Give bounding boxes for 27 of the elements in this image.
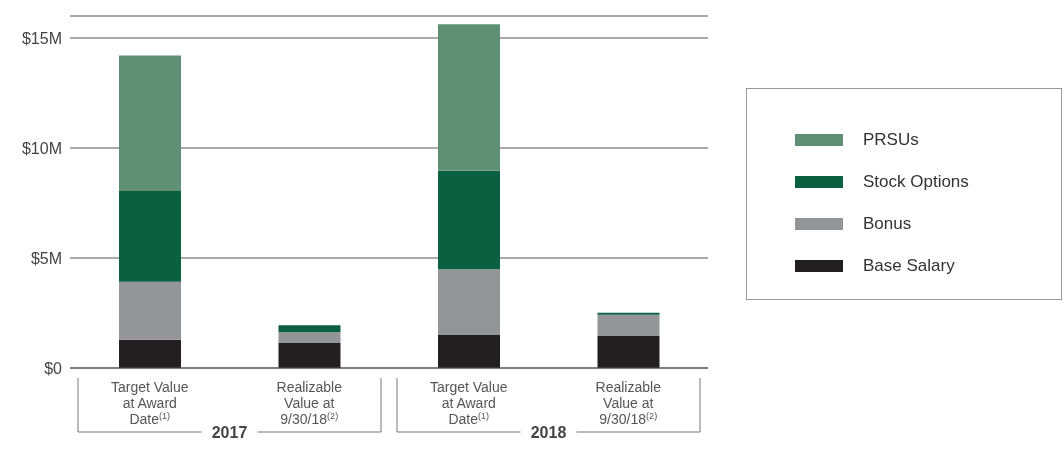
y-tick-label: $5M (30, 249, 62, 267)
bar (438, 24, 500, 171)
bar (278, 332, 341, 343)
legend-label: PRSUs (863, 130, 919, 150)
bar (119, 55, 181, 191)
y-tick-label: $15M (21, 29, 62, 47)
legend-label: Stock Options (863, 172, 969, 192)
x-tick-label: Realizable Value at 9/30/18$^{(2)}$ (595, 379, 662, 427)
bar (119, 190, 181, 282)
bar (597, 314, 660, 337)
x-tick-label: Realizable Value at 9/30/18$^{(2)}$ (276, 379, 343, 427)
x-tick-label: Target Value at Award Date$^{(1)}$ (110, 379, 189, 427)
bar (278, 325, 341, 333)
legend-label: Bonus (863, 214, 912, 234)
bar (119, 339, 181, 368)
legend-label: Base Salary (863, 256, 955, 276)
y-tick-label: $0 (44, 359, 63, 377)
text: 2017 (211, 424, 248, 441)
y-tick-label: $10M (21, 139, 62, 157)
bar (119, 281, 181, 340)
bar (438, 335, 500, 368)
bar (438, 269, 500, 335)
bar (278, 342, 341, 368)
x-tick-label: Target Value at Award Date$^{(1)}$ (429, 379, 508, 427)
text: 2018 (530, 424, 567, 441)
bar (438, 170, 500, 270)
bar (597, 336, 660, 368)
